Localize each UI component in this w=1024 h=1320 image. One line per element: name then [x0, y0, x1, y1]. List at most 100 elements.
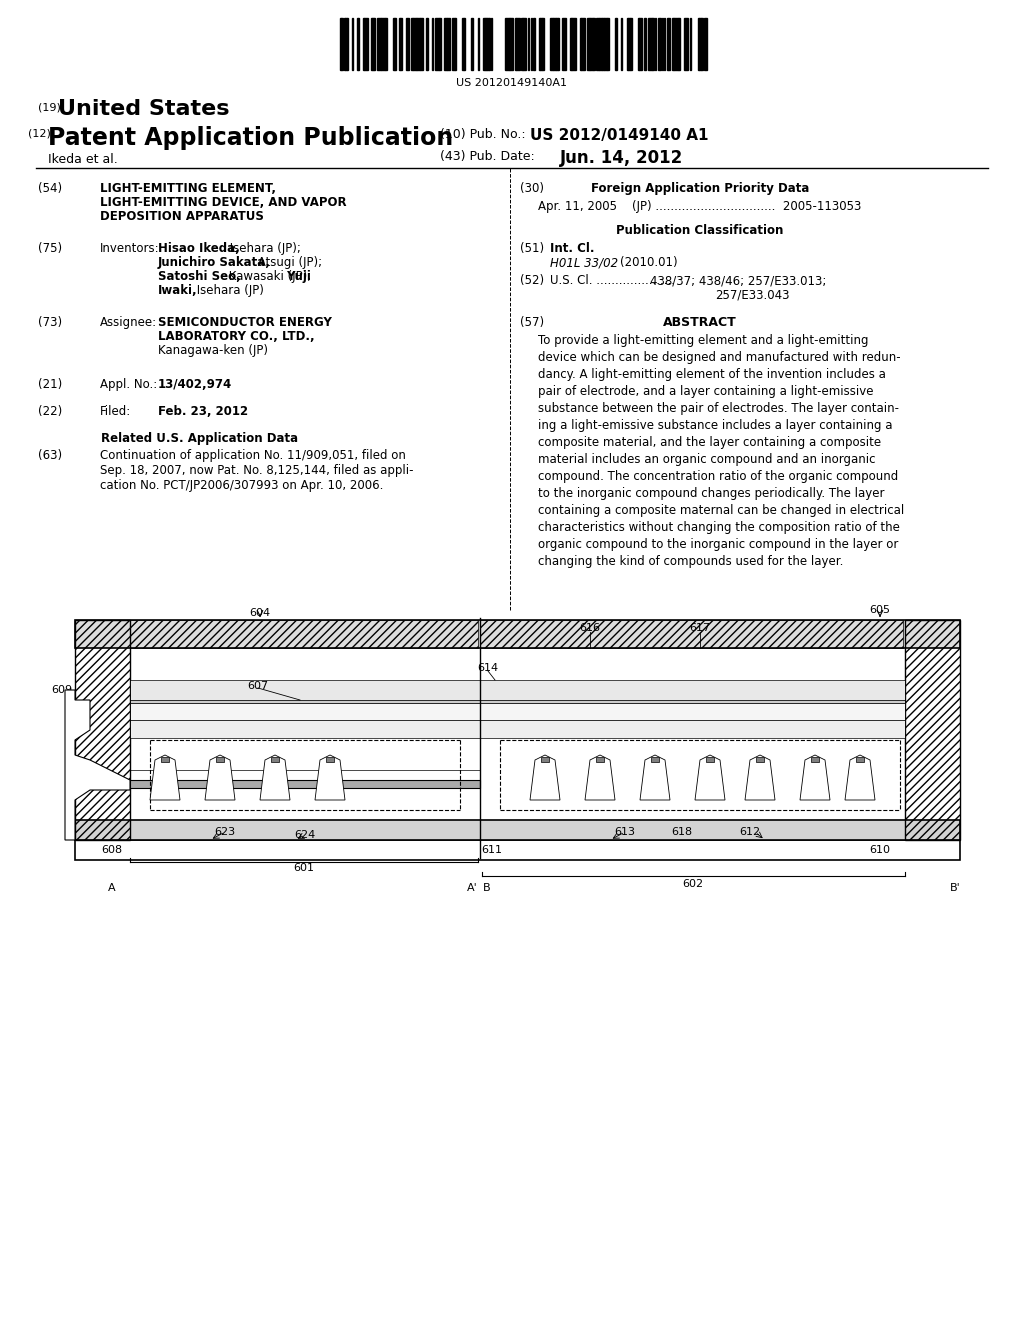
Bar [572, 18, 575, 70]
Bar [161, 756, 169, 762]
Bar [630, 18, 632, 70]
Polygon shape [695, 755, 725, 800]
Text: A': A' [467, 883, 477, 894]
Text: 601: 601 [294, 863, 314, 873]
Bar [75, 620, 130, 840]
Bar [420, 18, 423, 70]
Bar [644, 18, 646, 70]
Text: Isehara (JP);: Isehara (JP); [226, 242, 301, 255]
Text: Appl. No.:: Appl. No.: [100, 378, 158, 391]
Text: (54): (54) [38, 182, 62, 195]
Polygon shape [205, 755, 234, 800]
Bar [639, 18, 642, 70]
Bar [480, 704, 905, 719]
Bar [326, 756, 334, 762]
Text: Isehara (JP): Isehara (JP) [193, 284, 264, 297]
Text: 611: 611 [481, 845, 503, 855]
Bar [556, 18, 558, 70]
Bar [652, 18, 654, 70]
Bar [684, 18, 688, 70]
Polygon shape [585, 755, 615, 800]
Bar [516, 18, 520, 70]
Text: 614: 614 [477, 663, 499, 673]
Bar [406, 18, 409, 70]
Text: Inventors:: Inventors: [100, 242, 160, 255]
Bar [400, 18, 402, 70]
Bar [413, 18, 416, 70]
Bar [550, 18, 553, 70]
Bar [593, 18, 595, 70]
Bar [271, 756, 279, 762]
Text: 610: 610 [869, 845, 891, 855]
Text: (21): (21) [38, 378, 62, 391]
Bar [364, 18, 368, 70]
Bar [444, 18, 447, 70]
Text: LIGHT-EMITTING DEVICE, AND VAPOR: LIGHT-EMITTING DEVICE, AND VAPOR [100, 195, 347, 209]
Bar [607, 18, 609, 70]
Polygon shape [65, 690, 130, 840]
Text: Jun. 14, 2012: Jun. 14, 2012 [560, 149, 683, 168]
Text: (52): (52) [520, 275, 544, 286]
Text: B': B' [949, 883, 961, 894]
Bar [130, 719, 480, 738]
Bar [541, 756, 549, 762]
Bar [668, 18, 670, 70]
Text: Foreign Application Priority Data: Foreign Application Priority Data [591, 182, 809, 195]
Bar [523, 18, 526, 70]
Polygon shape [800, 755, 830, 800]
Text: Apr. 11, 2005    (JP) ................................  2005-113053: Apr. 11, 2005 (JP) .....................… [538, 201, 861, 213]
Bar [341, 18, 343, 70]
Bar [699, 18, 701, 70]
Text: (22): (22) [38, 405, 62, 418]
Polygon shape [845, 755, 874, 800]
Text: 602: 602 [682, 879, 703, 888]
Bar [701, 18, 703, 70]
Text: (2010.01): (2010.01) [620, 256, 678, 269]
Bar [435, 18, 439, 70]
Text: 617: 617 [689, 623, 711, 634]
Text: 613: 613 [614, 828, 636, 837]
Bar [553, 18, 556, 70]
Bar [130, 704, 480, 719]
Text: 604: 604 [250, 609, 270, 618]
Bar [651, 756, 659, 762]
Text: Publication Classification: Publication Classification [616, 224, 783, 238]
Bar [381, 18, 385, 70]
Bar [75, 620, 130, 840]
Text: Filed:: Filed: [100, 405, 131, 418]
Bar [480, 700, 905, 704]
Text: Assignee:: Assignee: [100, 315, 157, 329]
Bar [385, 18, 387, 70]
Bar [75, 840, 961, 861]
Text: (51): (51) [520, 242, 544, 255]
Text: (19): (19) [38, 102, 60, 112]
Text: LIGHT-EMITTING ELEMENT,: LIGHT-EMITTING ELEMENT, [100, 182, 276, 195]
Bar [905, 620, 961, 840]
Polygon shape [150, 755, 180, 800]
Bar [130, 680, 480, 700]
Bar [480, 719, 905, 738]
Text: 609: 609 [51, 685, 73, 696]
Bar [452, 18, 455, 70]
Text: Atsugi (JP);: Atsugi (JP); [254, 256, 323, 269]
Text: (10) Pub. No.:: (10) Pub. No.: [440, 128, 525, 141]
Text: 605: 605 [869, 605, 891, 615]
Text: Iwaki,: Iwaki, [158, 284, 198, 297]
Bar [542, 18, 544, 70]
Text: 13/402,974: 13/402,974 [158, 378, 232, 391]
Bar [581, 18, 585, 70]
Text: Hisao Ikeda,: Hisao Ikeda, [158, 242, 240, 255]
Bar [130, 620, 478, 648]
Text: Junichiro Sakata,: Junichiro Sakata, [158, 256, 271, 269]
Text: (57): (57) [520, 315, 544, 329]
Text: 616: 616 [580, 623, 600, 634]
Text: (63): (63) [38, 449, 62, 462]
Bar [521, 18, 523, 70]
Text: (12): (12) [28, 128, 51, 139]
Text: 257/E33.043: 257/E33.043 [715, 288, 790, 301]
Text: US 2012/0149140 A1: US 2012/0149140 A1 [530, 128, 709, 143]
Text: Feb. 23, 2012: Feb. 23, 2012 [158, 405, 248, 418]
Bar [811, 756, 819, 762]
Bar [856, 756, 864, 762]
Bar [706, 756, 714, 762]
